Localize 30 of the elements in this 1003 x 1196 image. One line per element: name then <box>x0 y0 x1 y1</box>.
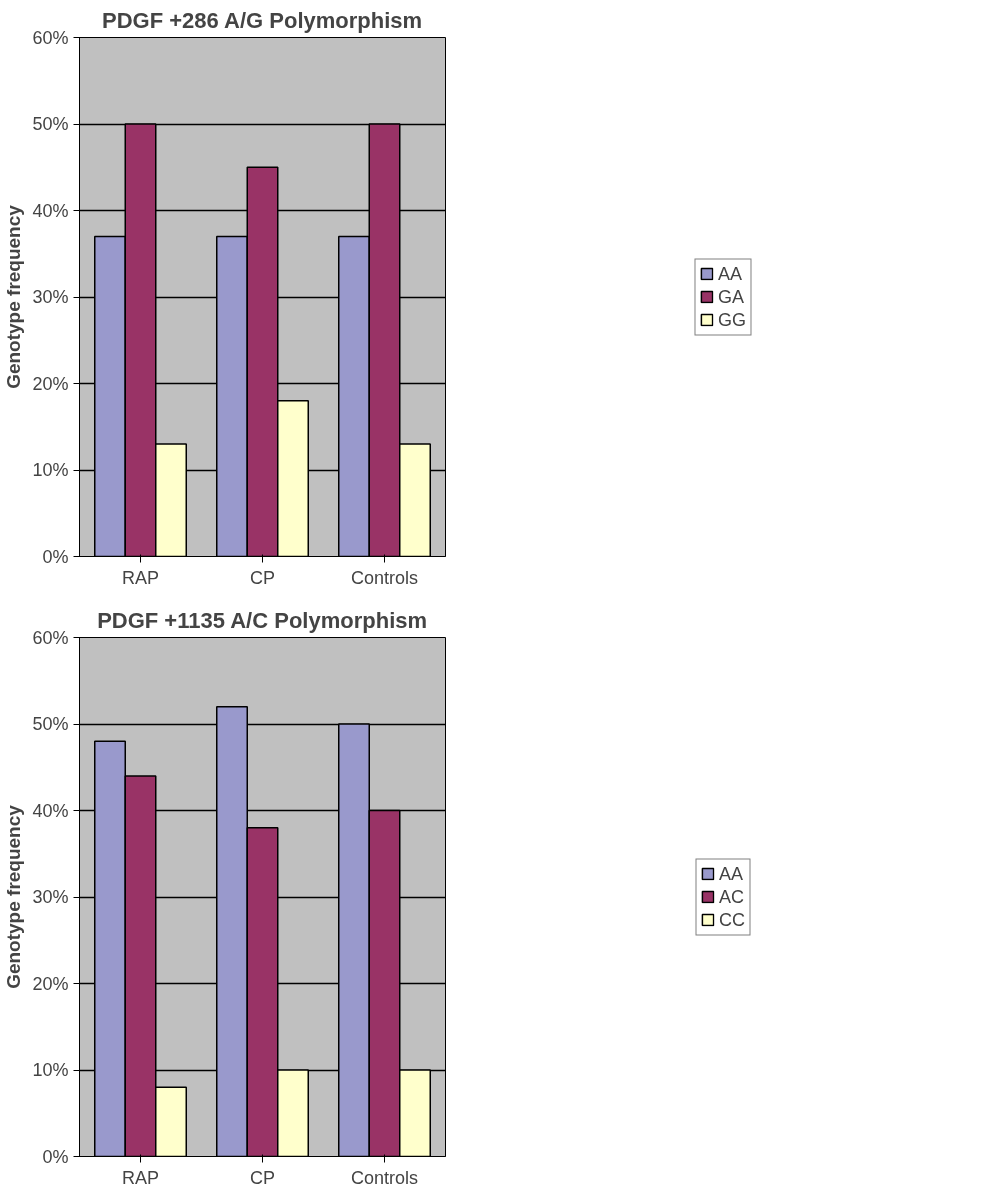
x-tick-label: Controls <box>350 567 419 588</box>
y-tick-label: 30% <box>32 887 69 907</box>
legend-label: GG <box>717 309 747 330</box>
y-tick-label: 40% <box>32 800 69 821</box>
legend-label: AA <box>719 863 744 884</box>
y-tick-label: 20% <box>32 973 69 994</box>
y-tick-label: 20% <box>32 373 69 394</box>
legend-label: AC <box>719 886 745 907</box>
y-tick-label: 60% <box>32 27 69 48</box>
y-tick-label: 50% <box>32 714 69 734</box>
chart-title: PDGF +1135 A/C Polymorphism <box>97 607 428 633</box>
x-tick-label: CP <box>250 567 276 588</box>
y-axis-title: Genotype frequency <box>3 804 25 989</box>
y-tick-label: 40% <box>32 200 69 221</box>
x-tick-label: CP <box>250 1167 276 1188</box>
legend-label: AA <box>717 263 743 284</box>
x-tick-label: Controls <box>350 1167 419 1188</box>
y-tick-label: 10% <box>32 1060 69 1080</box>
y-tick-label: 0% <box>42 1146 69 1167</box>
y-tick-label: 50% <box>32 114 69 134</box>
y-tick-label: 0% <box>42 546 69 567</box>
y-tick-label: 10% <box>32 460 69 480</box>
legend-label: GA <box>717 286 745 307</box>
y-axis-title: Genotype frequency <box>3 204 25 389</box>
y-tick-label: 60% <box>32 627 69 648</box>
chart-title: PDGF +286 A/G Polymorphism <box>102 7 423 33</box>
x-tick-label: RAP <box>121 567 160 588</box>
x-tick-label: RAP <box>121 1167 160 1188</box>
y-tick-label: 30% <box>32 287 69 307</box>
legend-label: CC <box>719 909 745 930</box>
